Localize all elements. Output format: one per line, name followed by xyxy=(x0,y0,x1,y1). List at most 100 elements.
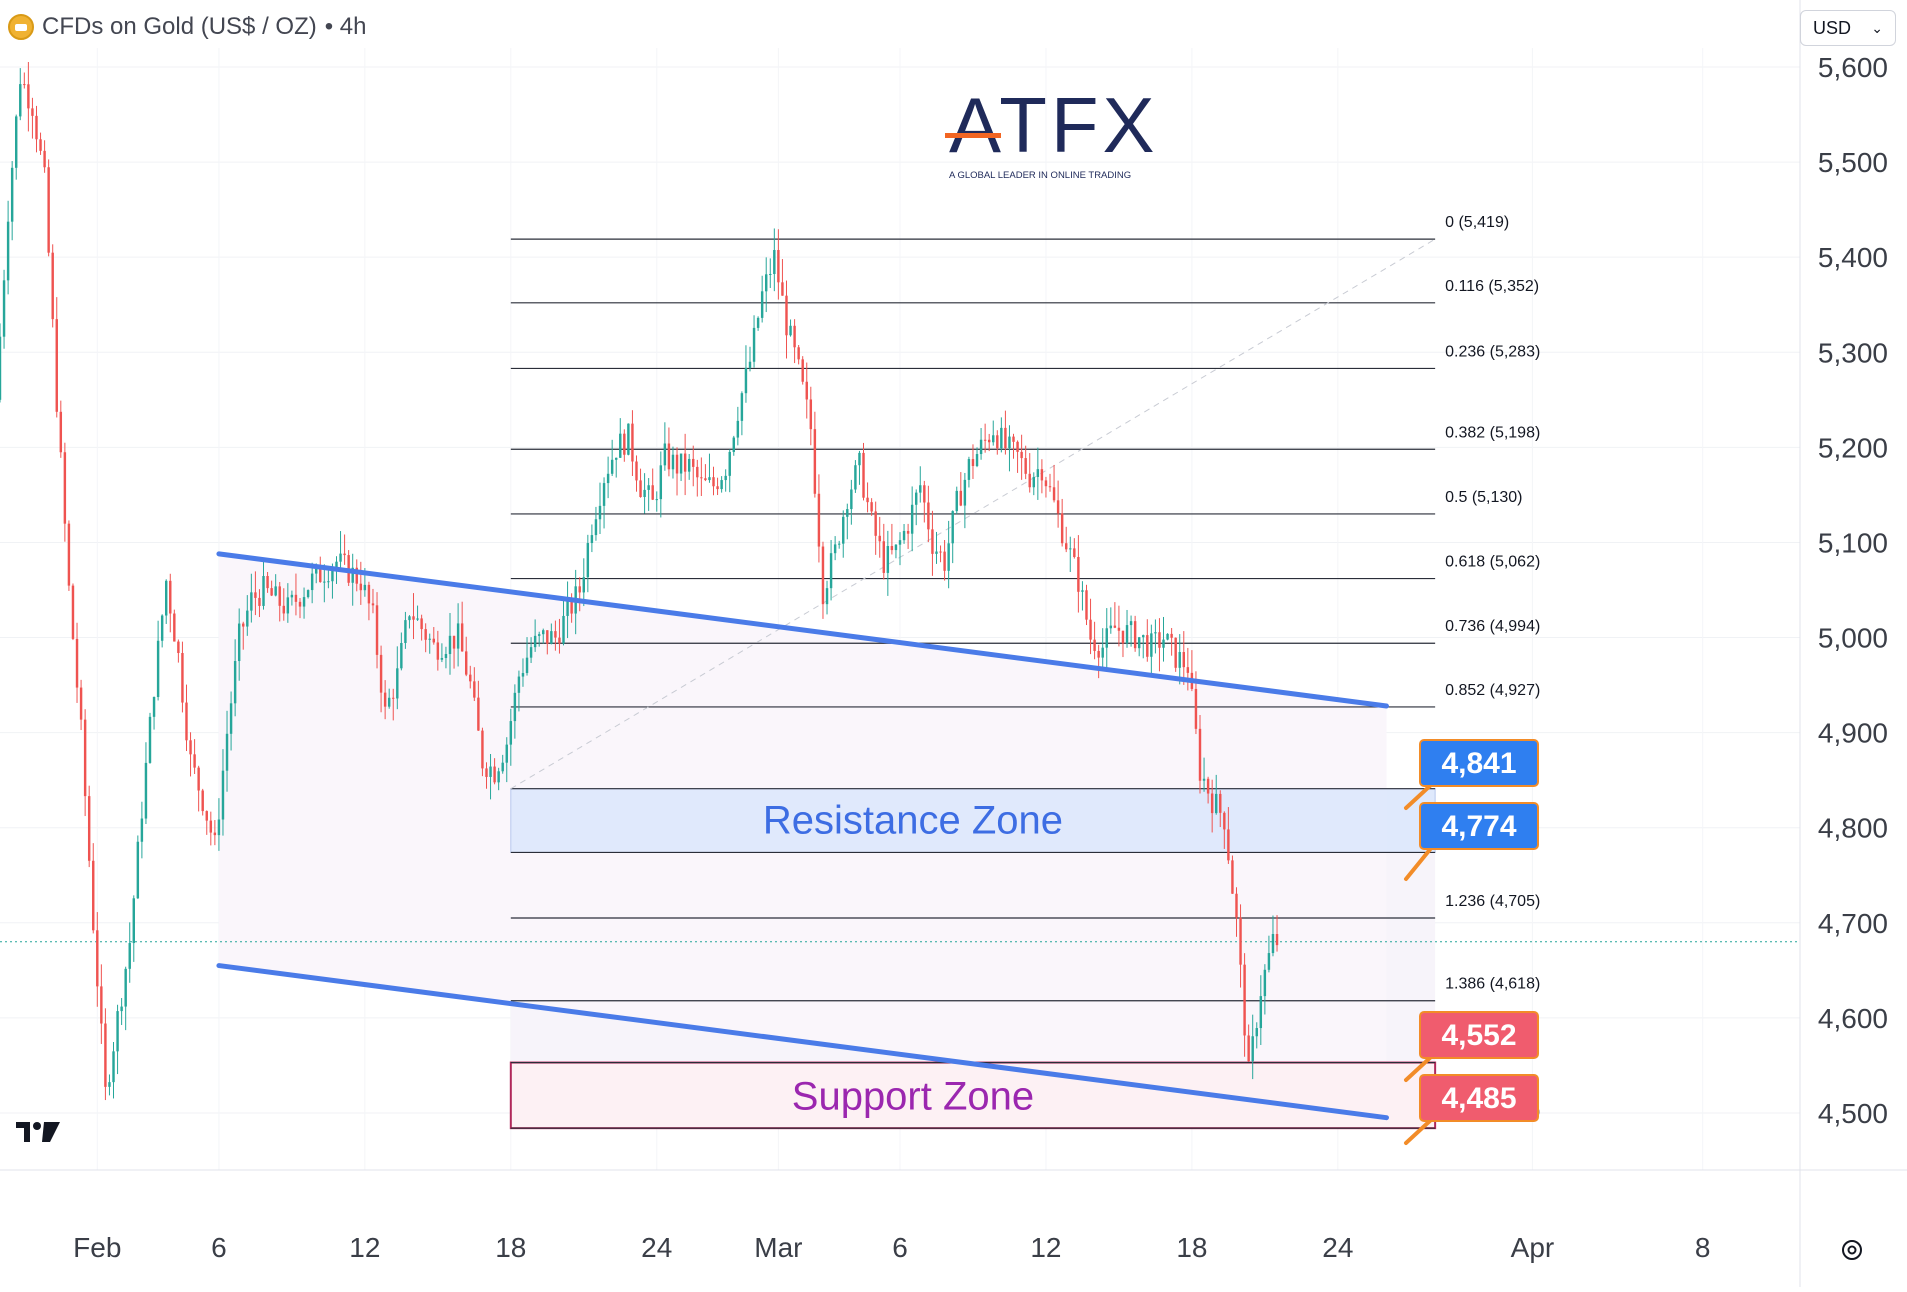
candle-body xyxy=(246,610,249,627)
candle-body xyxy=(870,502,873,512)
candle-body xyxy=(1210,793,1214,814)
candle-body xyxy=(120,1006,123,1012)
candle-body xyxy=(379,654,383,693)
candle-body xyxy=(781,282,784,296)
candle-body xyxy=(992,435,995,443)
candle-body xyxy=(1259,996,1263,1029)
candle-body xyxy=(529,647,533,658)
chevron-down-icon: ⌄ xyxy=(1871,19,1883,36)
candle-body xyxy=(509,721,513,745)
symbol-header[interactable]: CFDs on Gold (US$ / OZ) • 4h xyxy=(8,10,367,44)
candle-body xyxy=(1052,487,1056,501)
candle-body xyxy=(513,692,517,722)
candle-body xyxy=(975,454,979,467)
candle-body xyxy=(383,692,387,707)
candle-body xyxy=(1065,543,1068,550)
candle-body xyxy=(578,586,581,593)
candle-body xyxy=(477,697,480,731)
candle-body xyxy=(793,325,796,348)
x-tick-label: 24 xyxy=(1322,1232,1353,1263)
badge-box xyxy=(1419,1011,1539,1059)
candle-body xyxy=(1109,625,1113,629)
settings-icon[interactable] xyxy=(1838,1236,1866,1264)
currency-select[interactable]: USD ⌄ xyxy=(1800,10,1896,46)
atfx-brand: ATFX xyxy=(949,90,1159,169)
candle-body xyxy=(833,544,837,554)
atfx-tagline: A GLOBAL LEADER IN ONLINE TRADING xyxy=(949,170,1131,181)
candle-body xyxy=(756,317,760,328)
candle-body xyxy=(456,623,460,649)
candle-body xyxy=(1255,1028,1258,1037)
candle-body xyxy=(225,733,229,771)
candle-body xyxy=(79,687,83,720)
candle-body xyxy=(100,986,103,1024)
candle-body xyxy=(229,703,233,734)
candle-body xyxy=(1247,1035,1250,1062)
candle-body xyxy=(1186,667,1190,673)
candle-body xyxy=(1129,621,1133,626)
candle-body xyxy=(1146,635,1149,657)
candle-body xyxy=(1085,590,1088,620)
candle-body xyxy=(1020,451,1023,459)
candle-body xyxy=(716,486,719,490)
channel-line-lower[interactable] xyxy=(216,963,1389,1121)
candle-body xyxy=(489,766,492,777)
candle-body xyxy=(144,762,148,819)
candle-body xyxy=(505,744,508,763)
candle-body xyxy=(1044,480,1048,487)
price-badge[interactable]: 4,552 xyxy=(1404,1011,1539,1082)
x-tick-label: Mar xyxy=(754,1232,802,1263)
candle-body xyxy=(0,336,2,400)
candle-body xyxy=(619,433,622,458)
candle-body xyxy=(724,475,727,481)
candle-body xyxy=(837,543,841,545)
symbol-label: CFDs on Gold (US$ / OZ) xyxy=(42,13,317,40)
gold-coin-icon xyxy=(8,14,34,40)
candle-body xyxy=(473,681,476,698)
tradingview-logo-icon[interactable] xyxy=(14,1118,62,1146)
channel-layer xyxy=(216,551,1389,1121)
candle-body xyxy=(748,361,752,368)
candle-body xyxy=(627,423,630,455)
candle-body xyxy=(813,429,817,494)
x-tick-label: 6 xyxy=(892,1232,908,1263)
price-badge[interactable]: 4,774 xyxy=(1404,802,1539,881)
candle-body xyxy=(1142,635,1145,638)
candle-body xyxy=(801,359,804,382)
candle-body xyxy=(1032,476,1035,488)
candle-body xyxy=(169,580,172,614)
candle-body xyxy=(546,630,549,644)
candle-body xyxy=(104,1023,107,1087)
candle-body xyxy=(444,654,448,659)
candle-body xyxy=(481,730,484,769)
channel-line-upper[interactable] xyxy=(216,551,1389,709)
candle-body xyxy=(209,820,213,833)
candle-body xyxy=(1073,548,1076,557)
candle-body xyxy=(663,443,667,466)
resistance-zone-label: Resistance Zone xyxy=(763,799,1063,843)
candle-body xyxy=(537,634,541,636)
candle-body xyxy=(67,523,71,586)
candle-body xyxy=(1243,964,1246,1036)
interval-label: • 4h xyxy=(324,13,367,40)
candle-body xyxy=(915,492,918,505)
candle-body xyxy=(1275,934,1279,946)
candle-body xyxy=(647,485,650,490)
candle-body xyxy=(927,502,930,530)
candle-body xyxy=(550,631,553,644)
y-tick-label: 5,200 xyxy=(1818,432,1888,463)
price-badge[interactable]: 4,841 xyxy=(1404,739,1539,810)
candle-body xyxy=(278,586,281,606)
price-badge[interactable]: 4,485 xyxy=(1404,1074,1539,1145)
candle-body xyxy=(339,553,342,562)
candle-body xyxy=(671,454,675,470)
candle-body xyxy=(910,504,914,534)
candle-body xyxy=(31,108,34,116)
candle-body xyxy=(221,770,225,820)
candle-body xyxy=(959,490,963,506)
candle-body xyxy=(1097,650,1100,658)
candle-body xyxy=(675,454,679,474)
